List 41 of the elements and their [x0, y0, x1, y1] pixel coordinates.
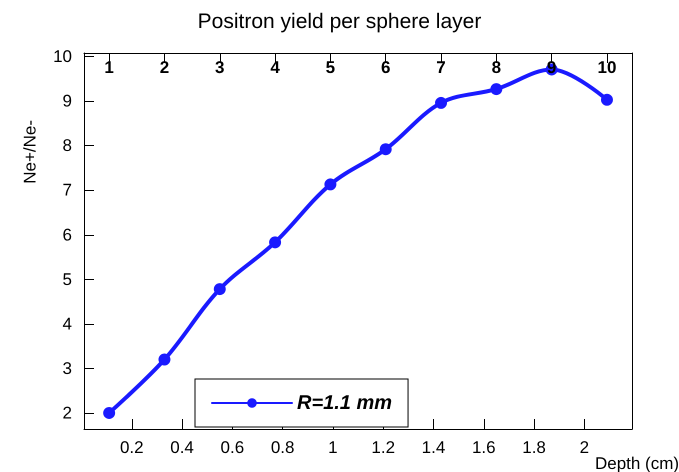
x-tick-label: 1.2 [371, 438, 396, 457]
point [103, 406, 116, 419]
point [158, 354, 170, 366]
x-tick-label: 1.4 [422, 438, 446, 457]
x2-tick-label: 8 [492, 58, 502, 77]
point [435, 96, 448, 109]
x2-tick-label: 1 [104, 58, 114, 77]
x2-tick-label: 4 [270, 58, 280, 77]
x-tick-label: 1.8 [522, 438, 546, 457]
x-tick-label: 0.8 [270, 438, 294, 457]
x2-tick-label: 6 [380, 58, 390, 77]
y-tick-label: 6 [62, 225, 72, 244]
x2-tick-label: 10 [597, 58, 616, 77]
y-tick-label: 8 [62, 136, 72, 156]
point [380, 143, 392, 156]
chart-title: Positron yield per sphere layer [198, 10, 482, 33]
x-tick-label: 2 [580, 438, 590, 457]
x2-tick-label: 5 [326, 58, 336, 77]
x-tick-label: 0.6 [220, 438, 244, 457]
x2-tick-label: 3 [215, 58, 225, 77]
point [600, 94, 613, 106]
legend-label: R=1.1 mm [297, 392, 392, 414]
point [214, 283, 226, 296]
y-tick-label: 4 [62, 314, 72, 334]
x2-tick-label: 7 [436, 58, 446, 77]
x-tick-label: 1 [328, 438, 338, 457]
x-tick-label: 1.6 [472, 438, 496, 457]
y-tick-label: 10 [53, 47, 72, 66]
y-tick-label: 2 [62, 403, 72, 422]
point [269, 236, 282, 248]
x2-tick-label: 9 [546, 58, 556, 77]
x2-tick-label: 2 [160, 58, 170, 77]
y-tick-label: 3 [62, 358, 72, 378]
x-tick-label: 0.4 [170, 438, 194, 457]
y-tick-label: 5 [62, 270, 72, 289]
y-axis-title: Ne+/Ne- [20, 120, 40, 184]
y-tick-label: 7 [62, 180, 72, 200]
x-tick-label: 0.2 [120, 438, 144, 457]
y-tick-label: 9 [62, 92, 72, 111]
point [324, 178, 336, 190]
point [490, 83, 502, 96]
